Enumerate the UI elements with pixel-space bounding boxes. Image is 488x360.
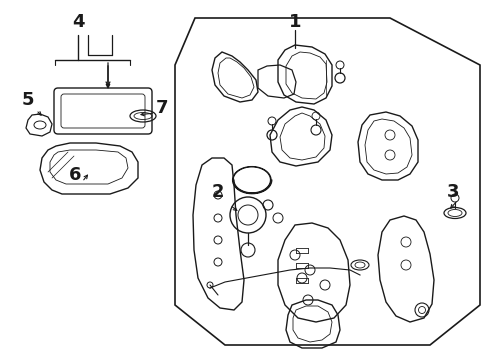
Text: 3: 3 — [446, 183, 458, 201]
Text: 2: 2 — [211, 183, 224, 201]
Text: 4: 4 — [72, 13, 84, 31]
Text: 6: 6 — [69, 166, 81, 184]
Text: 5: 5 — [21, 91, 34, 109]
Text: 7: 7 — [156, 99, 168, 117]
Text: 1: 1 — [288, 13, 301, 31]
